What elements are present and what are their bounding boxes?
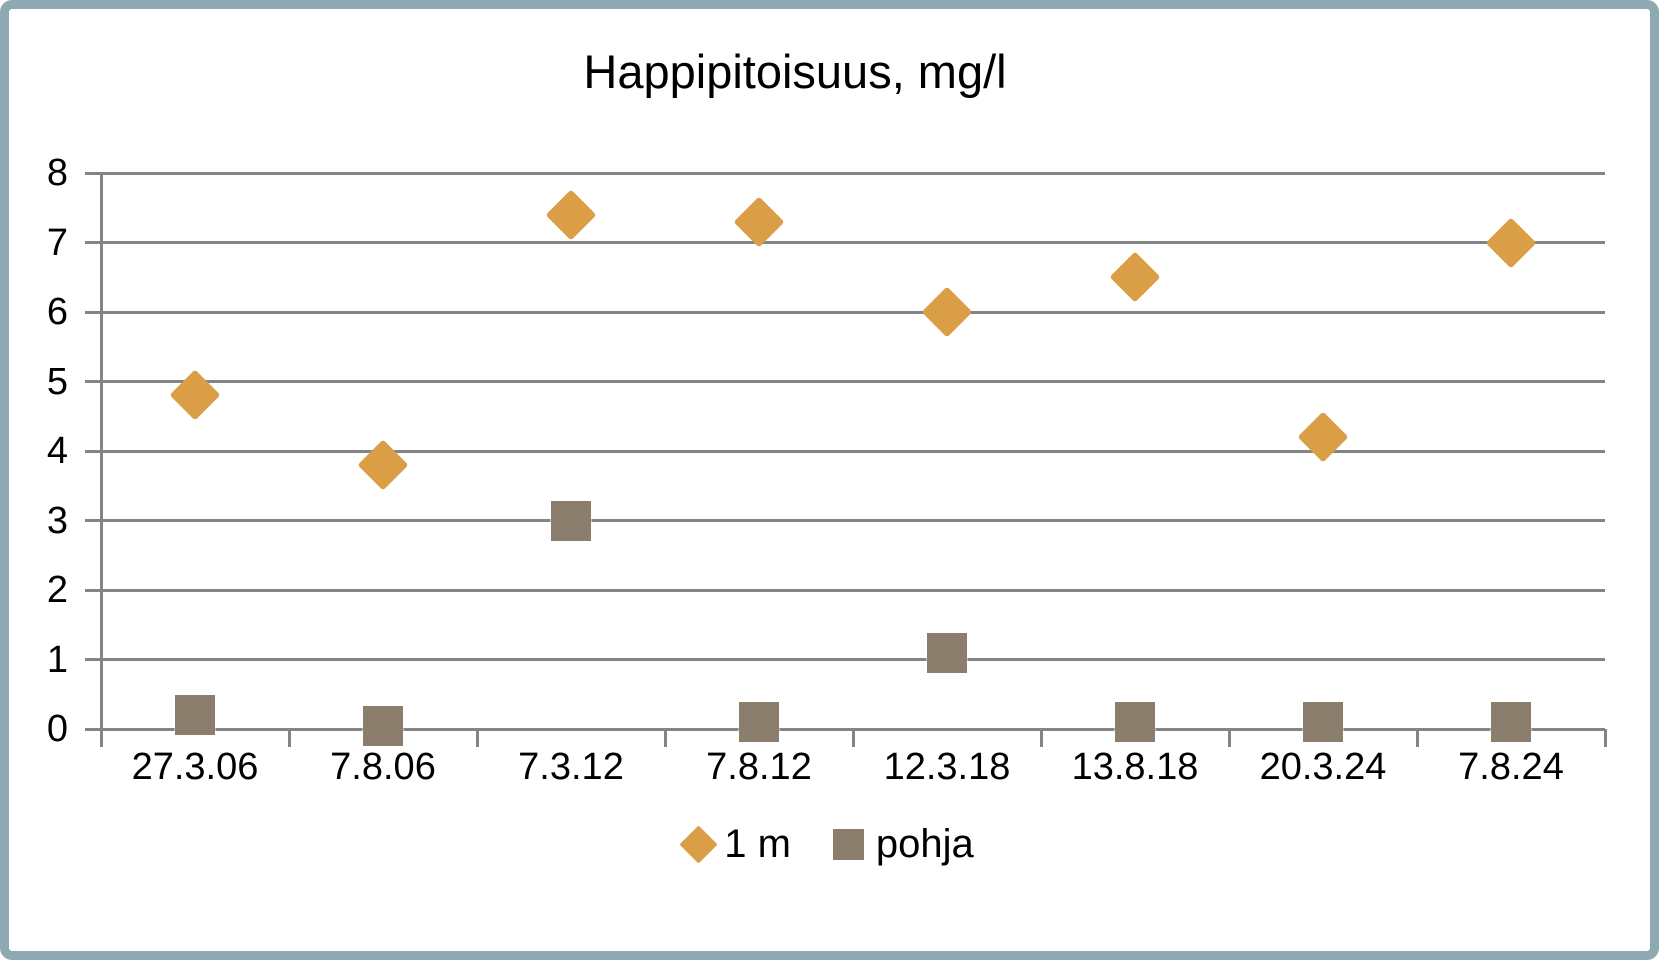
gridline [85,310,1605,314]
marker-1-m [733,196,785,248]
gridline [85,171,1605,175]
gridline [85,588,1605,592]
x-axis-tick [1603,729,1607,747]
gridline [85,380,1605,383]
gridline [85,519,1605,522]
x-axis-label: 7.8.24 [1458,746,1564,788]
legend-item-1m: 1 m [679,822,791,867]
y-axis-label: 0 [46,708,68,750]
marker-pohja [927,632,967,673]
legend: 1 m pohja [0,822,1659,867]
marker-pohja [175,695,215,736]
gridline [85,241,1605,244]
x-axis-tick [287,729,291,747]
marker-pohja [1491,702,1531,743]
x-axis-tick [851,729,855,747]
y-axis-label: 1 [46,638,68,681]
marker-1-m [357,439,409,491]
square-marker-icon [832,829,864,860]
x-axis-tick [475,729,479,747]
marker-pohja [1303,702,1343,743]
x-axis-label: 27.3.06 [131,746,259,788]
x-axis-label: 7.8.12 [706,746,812,788]
y-axis-label: 5 [46,360,68,403]
chart-title: Happipitoisuus, mg/l [583,45,1007,98]
marker-pohja [739,702,779,743]
x-axis-label: 13.8.18 [1071,746,1199,788]
legend-item-pohja: pohja [832,822,974,867]
x-axis-label: 7.8.06 [330,746,436,788]
marker-1-m [169,369,221,421]
gridline [85,449,1605,453]
marker-1-m [1297,411,1349,463]
x-axis-tick [663,729,667,747]
marker-1-m [1485,217,1537,268]
x-axis-tick [1415,729,1419,747]
y-axis-label: 8 [46,152,68,194]
marker-1-m [545,189,597,241]
x-axis-tick [1227,729,1231,747]
y-axis-label: 7 [46,221,68,264]
x-axis-label: 7.3.12 [518,746,624,788]
diamond-marker-icon [679,825,718,864]
marker-1-m [921,286,973,338]
gridline [85,727,1605,731]
marker-pohja [363,705,403,746]
x-axis-tick [1039,729,1043,747]
y-axis-label: 3 [46,499,68,542]
marker-pohja [551,500,591,541]
x-axis-tick [99,729,103,747]
y-axis-label: 2 [46,569,68,611]
legend-label-pohja: pohja [875,822,974,866]
y-axis-label: 6 [46,291,68,333]
x-axis-label: 12.3.18 [883,746,1011,788]
legend-label-1m: 1 m [724,822,791,866]
y-axis-label: 4 [46,430,68,472]
x-axis-label: 20.3.24 [1259,746,1387,788]
y-axis-line [99,173,103,743]
gridline [85,658,1605,661]
marker-pohja [1115,702,1155,743]
marker-1-m [1109,251,1161,303]
